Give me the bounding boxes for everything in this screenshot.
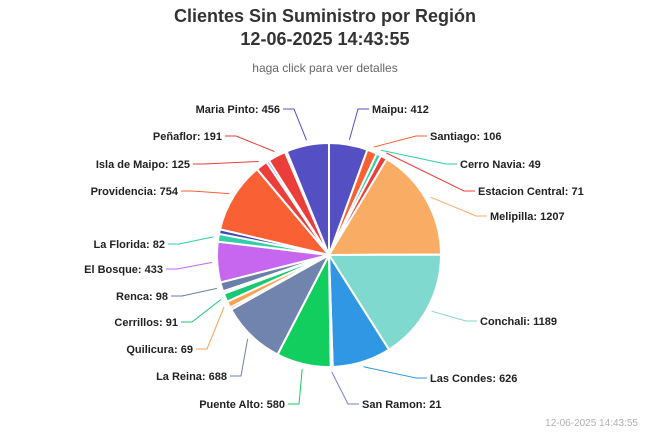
- connector-melipilla: [430, 196, 487, 217]
- slice-label-maria-pinto[interactable]: Maria Pinto: 456: [196, 104, 280, 116]
- connector-quilicura: [196, 306, 225, 350]
- chart-title-line2: 12-06-2025 14:43:55: [240, 29, 410, 49]
- slice-label-renca[interactable]: Renca: 98: [116, 291, 168, 303]
- pie-slices: [216, 142, 443, 368]
- connector-isla-de-maipo: [193, 161, 259, 165]
- slice-label-cerrillos[interactable]: Cerrillos: 91: [114, 317, 178, 329]
- connector-las-condes: [363, 366, 427, 379]
- pie-slice-providencia[interactable]: [219, 168, 330, 256]
- slice-label-la-reina[interactable]: La Reina: 688: [156, 371, 227, 383]
- slice-label-estacion-central[interactable]: Estacion Central: 71: [478, 186, 584, 198]
- slice-label-providencia[interactable]: Providencia: 754: [91, 186, 179, 198]
- chart-title-line1: Clientes Sin Suministro por Región: [173, 6, 477, 26]
- connector-maria-pinto: [283, 108, 307, 141]
- slice-label-maipu[interactable]: Maipu: 412: [372, 104, 429, 116]
- slice-label-el-bosque[interactable]: El Bosque: 433: [84, 264, 163, 276]
- connector-peñaflor: [225, 135, 275, 152]
- slice-label-santiago[interactable]: Santiago: 106: [430, 131, 502, 143]
- connector-conchali: [431, 310, 477, 322]
- slice-label-melipilla[interactable]: Melipilla: 1207: [490, 211, 565, 223]
- slice-label-isla-de-maipo[interactable]: Isla de Maipo: 125: [96, 159, 190, 171]
- slice-label-quilicura[interactable]: Quilicura: 69: [126, 344, 193, 356]
- pie-slice-maria-pinto[interactable]: [285, 142, 330, 256]
- connector-puente-alto: [288, 368, 303, 405]
- connector-estacion-central: [386, 152, 475, 192]
- pie-slice-melipilla[interactable]: [328, 158, 442, 256]
- slice-label-cerro-navia[interactable]: Cerro Navia: 49: [460, 159, 541, 171]
- chart-title: Clientes Sin Suministro por Región 12-06…: [0, 5, 650, 51]
- slice-label-conchali[interactable]: Conchali: 1189: [480, 316, 557, 328]
- slice-label-las-condes[interactable]: Las Condes: 626: [430, 373, 517, 385]
- footer-timestamp: 12-06-2025 14:43:55: [545, 418, 638, 429]
- connector-lines: [166, 108, 487, 405]
- slice-label-san-ramon[interactable]: San Ramon: 21: [362, 399, 441, 411]
- connector-maipu: [348, 108, 369, 140]
- slice-label-puente-alto[interactable]: Puente Alto: 580: [199, 399, 285, 411]
- connector-providencia: [181, 190, 230, 195]
- connector-san-ramon: [331, 371, 359, 405]
- connector-renca: [171, 287, 218, 297]
- connector-cerrillos: [181, 299, 222, 323]
- connector-cerro-navia: [380, 149, 457, 165]
- connector-santiago: [373, 135, 427, 148]
- connector-la-florida: [168, 236, 214, 245]
- connector-el-bosque: [166, 261, 213, 270]
- slice-labels: Maipu: 412 Santiago: 106 Cerro Navia: 49 Es…: [84, 104, 584, 411]
- pie-slice-conchali[interactable]: [328, 253, 443, 351]
- chart-subtitle: haga click para ver detalles: [252, 61, 398, 75]
- slice-label-la-florida[interactable]: La Florida: 82: [93, 239, 165, 251]
- slice-label-peñaflor[interactable]: Peñaflor: 191: [153, 131, 222, 143]
- connector-la-reina: [230, 338, 249, 377]
